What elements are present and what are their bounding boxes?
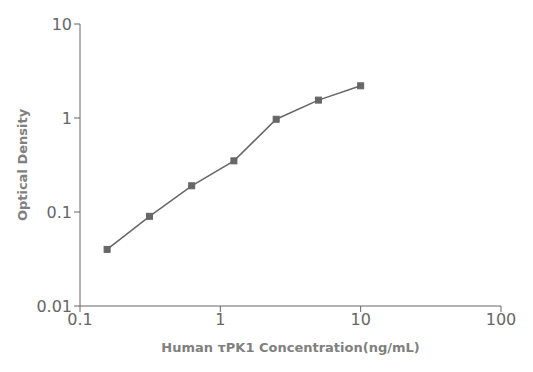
svg-text:1: 1 [62, 109, 72, 128]
svg-text:0.1: 0.1 [67, 310, 93, 330]
svg-text:0.01: 0.01 [36, 297, 72, 316]
svg-text:10: 10 [350, 310, 370, 329]
svg-text:10: 10 [52, 15, 72, 34]
svg-text:Optical Density: Optical Density [15, 108, 30, 221]
svg-text:0.1: 0.1 [47, 203, 72, 222]
svg-text:100: 100 [486, 310, 517, 329]
svg-text:1: 1 [215, 310, 225, 329]
svg-text:Human τPK1 Concentration(ng/mL: Human τPK1 Concentration(ng/mL) [161, 340, 419, 355]
